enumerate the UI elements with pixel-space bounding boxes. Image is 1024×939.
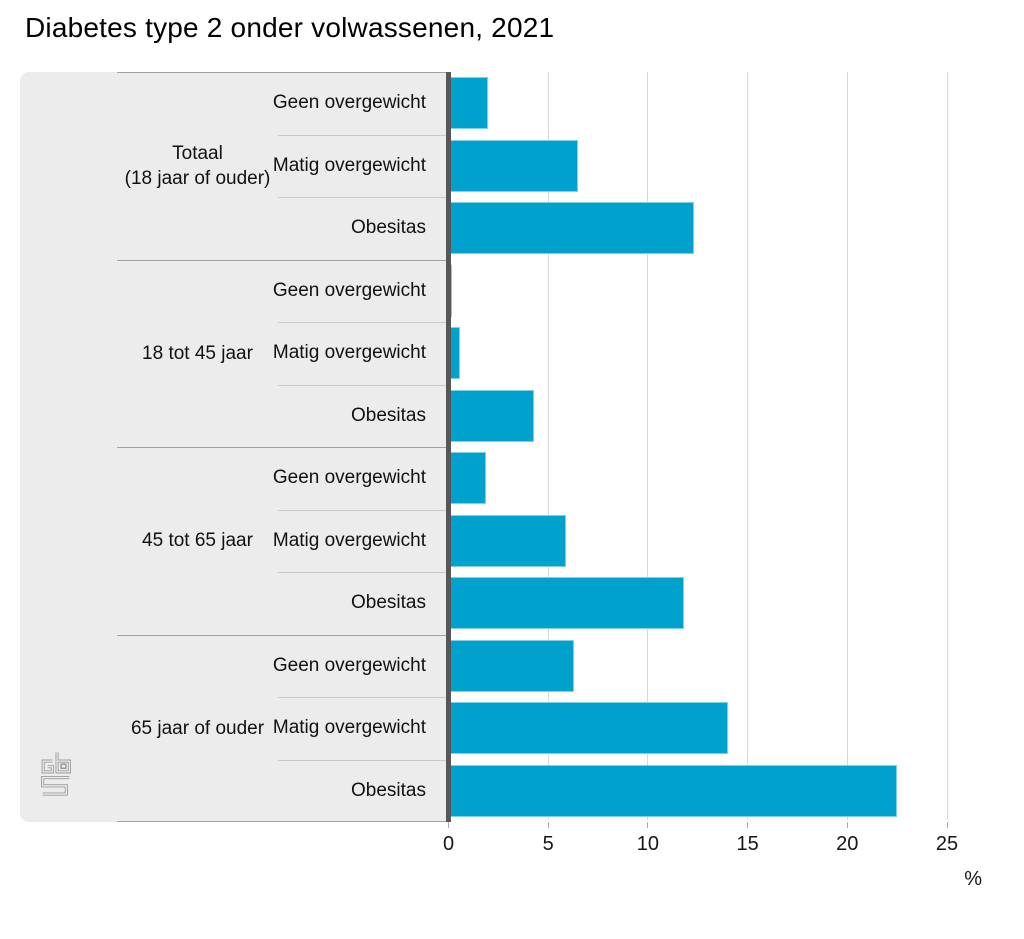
group-label-line: Totaal [172, 142, 223, 164]
row-label: Geen overgewicht [272, 467, 426, 489]
axis-tick [547, 822, 549, 828]
row-separator [278, 697, 446, 698]
axis-tick [647, 822, 649, 828]
row-label: Matig overgewicht [272, 717, 426, 739]
gridline [547, 72, 549, 820]
row-separator [278, 134, 446, 136]
row-label: Geen overgewicht [272, 92, 426, 114]
group-label-line: 45 tot 65 jaar [142, 530, 253, 552]
axis-tick [846, 822, 848, 828]
x-tick-label: 20 [836, 833, 859, 855]
row-label: Matig overgewicht [272, 529, 426, 551]
row-separator [278, 384, 446, 386]
gridline [647, 72, 649, 820]
gridline [747, 72, 749, 820]
bar [448, 452, 487, 505]
row-label: Obesitas [351, 779, 426, 801]
bar [448, 202, 694, 255]
group-separator [117, 447, 446, 448]
panel-top-border [117, 72, 446, 73]
group-label-line: 65 jaar of ouder [130, 717, 265, 739]
row-label: Geen overgewicht [272, 279, 426, 301]
axis-tick [448, 822, 449, 828]
x-axis-unit-label: % [964, 868, 982, 890]
row-label: Matig overgewicht [272, 154, 426, 176]
bar [448, 702, 728, 755]
row-separator [278, 197, 446, 198]
row-label: Obesitas [351, 217, 426, 239]
x-tick-label: 5 [542, 833, 554, 855]
x-tick-label: 0 [442, 833, 455, 855]
x-tick-label: 25 [935, 833, 959, 855]
group-label: 45 tot 65 jaar [117, 447, 278, 635]
x-tick-label: 15 [736, 833, 759, 855]
group-label-line: (18 jaar of ouder) [124, 167, 271, 189]
group-label: 18 tot 45 jaar [117, 260, 278, 448]
bar [448, 764, 898, 817]
row-separator [278, 322, 446, 323]
group-label-line: 18 tot 45 jaar [142, 342, 253, 364]
group-label: 65 jaar of ouder [117, 635, 278, 823]
gridline [946, 72, 948, 820]
row-label: Obesitas [351, 592, 426, 614]
axis-tick [747, 822, 749, 828]
group-separator [117, 259, 446, 261]
row-separator [278, 509, 446, 511]
x-tick-label: 10 [636, 833, 660, 855]
panel-bottom-border [117, 821, 446, 822]
bar [448, 77, 489, 130]
bar [448, 639, 575, 692]
cbs-logo-icon [41, 752, 71, 796]
bar [448, 139, 579, 192]
row-label: Obesitas [351, 404, 426, 426]
chart-title: Diabetes type 2 onder volwassenen, 2021 [25, 12, 555, 43]
row-separator [278, 759, 446, 761]
axis-tick [946, 822, 948, 828]
y-axis-line [446, 72, 451, 822]
gridline [846, 72, 848, 820]
row-separator [278, 572, 446, 573]
row-label: Geen overgewicht [272, 654, 426, 676]
bar [448, 514, 567, 567]
group-label: Totaal (18 jaar of ouder) [117, 72, 278, 260]
group-separator [117, 634, 446, 636]
row-label: Matig overgewicht [272, 342, 426, 364]
bar [448, 389, 535, 442]
bar [448, 577, 684, 630]
